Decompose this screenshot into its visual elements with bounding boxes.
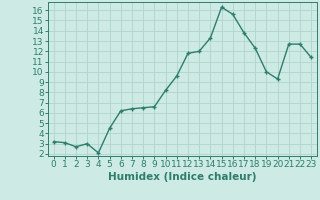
- X-axis label: Humidex (Indice chaleur): Humidex (Indice chaleur): [108, 172, 257, 182]
